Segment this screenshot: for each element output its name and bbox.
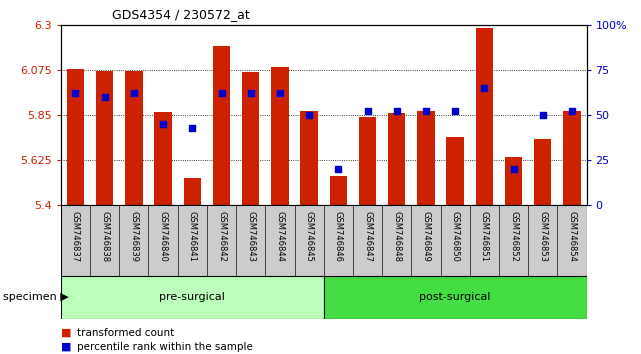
Text: ■: ■ [61, 328, 71, 338]
Bar [476, 28, 493, 205]
Text: GSM746846: GSM746846 [334, 211, 343, 262]
Bar [324, 276, 587, 319]
Point [304, 112, 314, 118]
Bar [359, 117, 376, 205]
Text: GSM746838: GSM746838 [100, 211, 109, 262]
Bar [96, 70, 113, 205]
Bar [470, 205, 499, 276]
Bar [388, 113, 406, 205]
Bar [563, 111, 581, 205]
Bar [271, 67, 288, 205]
Bar [499, 205, 528, 276]
Text: GSM746845: GSM746845 [304, 211, 313, 262]
Text: GDS4354 / 230572_at: GDS4354 / 230572_at [112, 8, 250, 21]
Point [99, 94, 110, 100]
Point [567, 109, 577, 114]
Point [420, 109, 431, 114]
Bar [154, 113, 172, 205]
Bar [534, 139, 551, 205]
Point [333, 166, 344, 172]
Text: pre-surgical: pre-surgical [160, 292, 225, 302]
Text: GSM746847: GSM746847 [363, 211, 372, 262]
Bar [119, 205, 149, 276]
Bar [242, 72, 260, 205]
Text: ■: ■ [61, 342, 71, 352]
Point [479, 85, 490, 91]
Bar [382, 205, 412, 276]
Point [508, 166, 519, 172]
Point [217, 91, 227, 96]
Text: GSM746839: GSM746839 [129, 211, 138, 262]
Bar [301, 112, 318, 205]
Bar [125, 71, 143, 205]
Bar [329, 176, 347, 205]
Bar [504, 157, 522, 205]
Text: GSM746848: GSM746848 [392, 211, 401, 262]
Text: GSM746853: GSM746853 [538, 211, 547, 262]
Text: GSM746852: GSM746852 [509, 211, 518, 262]
Text: GSM746841: GSM746841 [188, 211, 197, 262]
Bar [440, 205, 470, 276]
Bar [149, 205, 178, 276]
Bar [183, 178, 201, 205]
Bar [178, 205, 207, 276]
Text: GSM746842: GSM746842 [217, 211, 226, 262]
Point [129, 91, 139, 96]
Bar [90, 205, 119, 276]
Text: GSM746840: GSM746840 [158, 211, 167, 262]
Text: GSM746850: GSM746850 [451, 211, 460, 262]
Text: GSM746851: GSM746851 [480, 211, 489, 262]
Bar [294, 205, 324, 276]
Bar [417, 112, 435, 205]
Bar [412, 205, 440, 276]
Point [187, 125, 197, 131]
Text: GSM746837: GSM746837 [71, 211, 80, 262]
Text: GSM746849: GSM746849 [421, 211, 430, 262]
Bar [67, 69, 84, 205]
Point [392, 109, 402, 114]
Point [71, 91, 81, 96]
Text: post-surgical: post-surgical [419, 292, 491, 302]
Bar [213, 46, 230, 205]
Bar [353, 205, 382, 276]
Text: transformed count: transformed count [77, 328, 174, 338]
Text: GSM746844: GSM746844 [276, 211, 285, 262]
Point [275, 91, 285, 96]
Point [362, 109, 372, 114]
Point [246, 91, 256, 96]
Bar [324, 205, 353, 276]
Bar [557, 205, 587, 276]
Text: specimen ▶: specimen ▶ [3, 292, 69, 302]
Point [538, 112, 548, 118]
Text: percentile rank within the sample: percentile rank within the sample [77, 342, 253, 352]
Point [158, 121, 168, 127]
Bar [236, 205, 265, 276]
Point [450, 109, 460, 114]
Bar [446, 137, 464, 205]
Bar [528, 205, 557, 276]
Text: GSM746854: GSM746854 [567, 211, 576, 262]
Bar [265, 205, 294, 276]
Bar [61, 276, 324, 319]
Text: GSM746843: GSM746843 [246, 211, 255, 262]
Bar [207, 205, 236, 276]
Bar [61, 205, 90, 276]
